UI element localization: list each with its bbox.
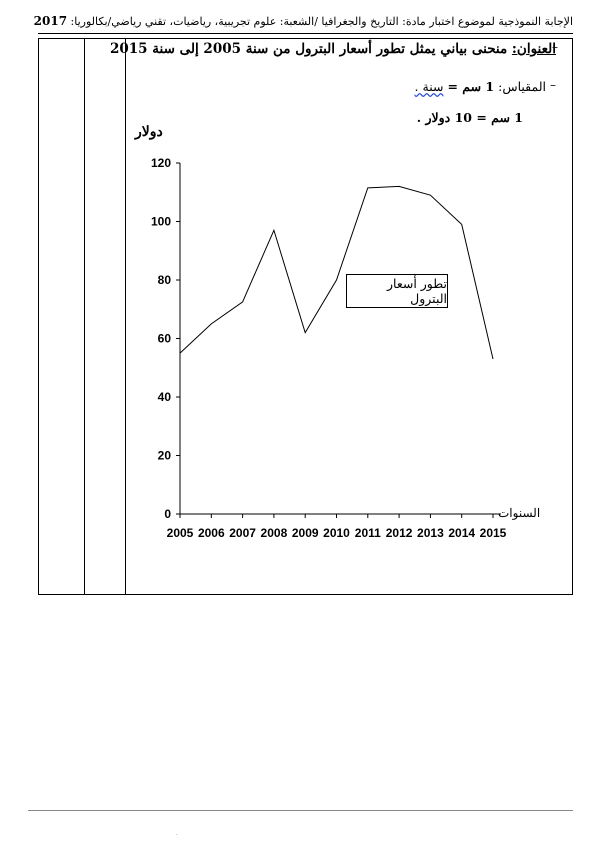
y-tick-label: 60 bbox=[158, 332, 172, 346]
x-tick-label: 2014 bbox=[448, 526, 475, 540]
y-tick-label: 100 bbox=[151, 215, 171, 229]
answer-table bbox=[38, 38, 573, 595]
x-tick-label: 2011 bbox=[355, 526, 381, 540]
table-column-divider bbox=[125, 38, 126, 595]
price-line bbox=[179, 185, 494, 360]
page-header: الإجابة النموذجية لموضوع اختبار مادة: ال… bbox=[34, 14, 573, 28]
chart-title-line: العنوان: منحنى بياني يمثل تطور أسعار الب… bbox=[110, 41, 556, 57]
x-tick-label: 2005 bbox=[167, 526, 194, 540]
bullet-dash: – bbox=[550, 78, 556, 92]
y-tick-label: 0 bbox=[164, 507, 171, 521]
y-tick-label: 40 bbox=[158, 390, 172, 404]
y-axis-label: دولار bbox=[135, 124, 163, 140]
x-tick-label: 2010 bbox=[323, 526, 350, 540]
scale-line-2-text: 1 سم = 10 دولار . bbox=[416, 110, 523, 125]
scale-line-1: المقياس: 1 سم = سنة . bbox=[300, 79, 546, 94]
annotation-text: تطور أسعار البترول bbox=[386, 276, 447, 306]
title-label: العنوان: bbox=[511, 41, 556, 57]
x-tick-label: 2009 bbox=[292, 526, 319, 540]
x-axis-label: السنوات bbox=[498, 506, 541, 520]
x-tick-label: 2012 bbox=[386, 526, 413, 540]
x-tick-label: 2007 bbox=[229, 526, 256, 540]
header-rule bbox=[38, 33, 573, 34]
scale-label: المقياس: bbox=[498, 79, 546, 94]
scale-value: 1 سم = bbox=[447, 79, 495, 94]
y-tick-label: 20 bbox=[158, 449, 172, 463]
x-tick-label: 2008 bbox=[261, 526, 288, 540]
y-tick-label: 120 bbox=[151, 156, 171, 170]
y-tick-label: 80 bbox=[158, 273, 172, 287]
footer-rule bbox=[28, 810, 573, 811]
header-text: الإجابة النموذجية لموضوع اختبار مادة: ال… bbox=[70, 15, 573, 28]
annotation-box: تطور أسعار البترول bbox=[346, 274, 448, 308]
x-tick-label: 2015 bbox=[480, 526, 507, 540]
table-column-divider bbox=[84, 38, 85, 595]
scale-unit: سنة . bbox=[414, 79, 444, 94]
footer-mark: . bbox=[176, 830, 178, 837]
scale-line-2: 1 سم = 10 دولار . bbox=[350, 110, 523, 125]
title-text: منحنى بياني يمثل تطور أسعار البترول من س… bbox=[110, 41, 508, 57]
x-tick-label: 2013 bbox=[417, 526, 444, 540]
header-year: 2017 bbox=[33, 14, 68, 28]
bullet-dash: – bbox=[552, 40, 558, 54]
x-tick-label: 2006 bbox=[198, 526, 225, 540]
